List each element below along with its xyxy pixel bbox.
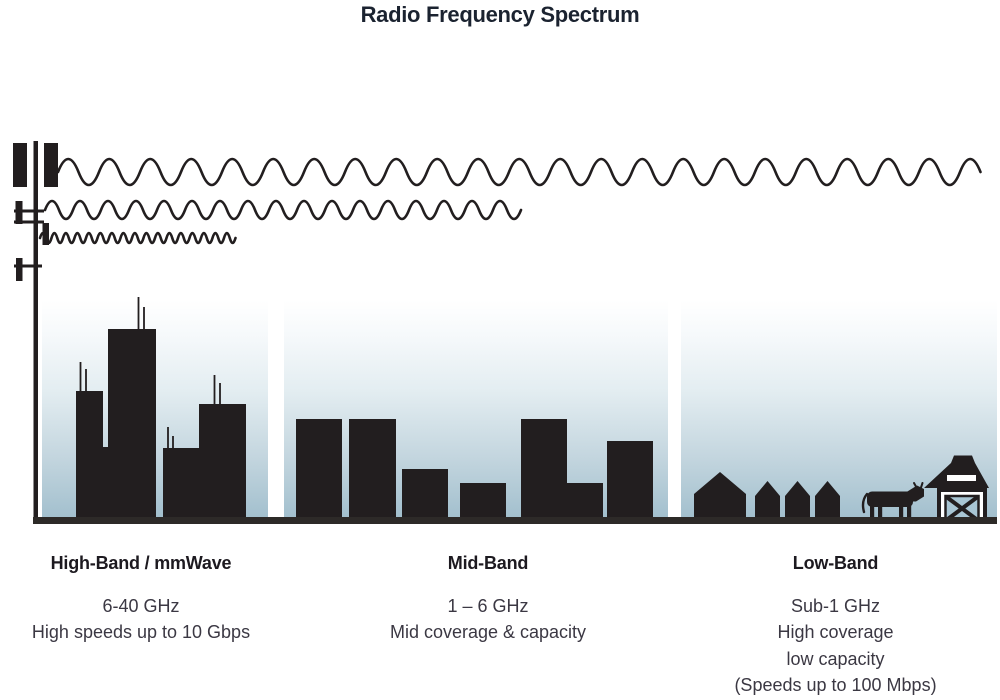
low-band-caption: Low-Band Sub-1 GHz High coverage low cap… (685, 550, 986, 699)
low-band-speed: (Speeds up to 100 Mbps) (734, 675, 937, 695)
high-band-heading: High-Band / mmWave (50, 553, 232, 573)
mid-band-wave-icon (43, 199, 523, 221)
high-band-description: High speeds up to 10 Gbps (31, 622, 251, 642)
low-band-capacity: low capacity (786, 648, 885, 669)
low-band-heading: Low-Band (792, 553, 879, 573)
cow-icon (861, 482, 924, 518)
cell-tower-icon (13, 141, 58, 518)
radio-waves (38, 157, 982, 245)
low-band-coverage: High coverage (777, 622, 894, 642)
barn-icon (924, 455, 989, 523)
page-title: Radio Frequency Spectrum (360, 2, 640, 27)
mid-band-sky-gradient (284, 300, 668, 517)
low-band-wave-icon (56, 157, 982, 187)
houses-icon (694, 472, 840, 520)
spectrum-scene (13, 141, 997, 524)
mid-band-description: Mid coverage & capacity (389, 622, 587, 642)
high-band-frequency: 6-40 GHz (102, 595, 180, 616)
high-band-caption: High-Band / mmWave 6-40 GHz High speeds … (20, 550, 262, 646)
city-skyline-icon (76, 297, 246, 520)
mid-band-frequency: 1 – 6 GHz (447, 595, 529, 616)
ground-line (33, 517, 997, 524)
low-band-frequency: Sub-1 GHz (790, 595, 881, 616)
mid-band-heading: Mid-Band (447, 553, 529, 573)
mid-band-caption: Mid-Band 1 – 6 GHz Mid coverage & capaci… (367, 550, 609, 646)
mid-rise-buildings-icon (296, 419, 653, 520)
high-band-wave-icon (38, 231, 237, 245)
